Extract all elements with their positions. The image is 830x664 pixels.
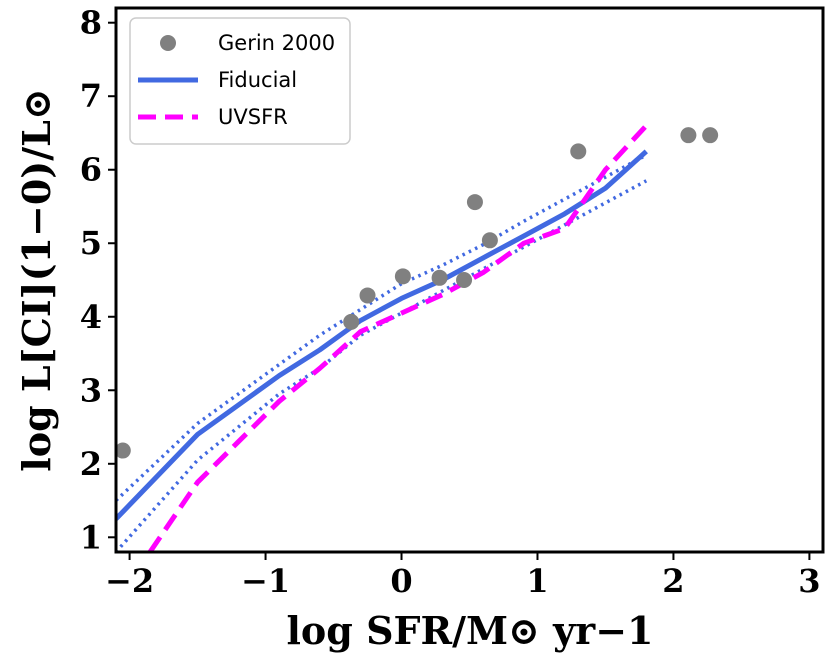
plot-frame (114, 6, 825, 554)
series-line-band-2 (116, 153, 648, 502)
scatter-point (680, 127, 697, 144)
scatter-point (466, 194, 483, 211)
scatter-point (359, 287, 376, 304)
scatter-point (394, 268, 411, 285)
x-tick-label: 0 (390, 562, 412, 600)
y-tick-label: 8 (80, 4, 102, 42)
y-tick-label: 2 (80, 445, 102, 483)
x-tick-label: 1 (526, 562, 548, 600)
scatter-point (431, 269, 448, 286)
plot-area (116, 123, 719, 552)
y-tick-label: 1 (80, 518, 102, 556)
y-tick-label: 5 (80, 224, 102, 262)
series-line-band-3 (116, 179, 648, 552)
y-tick-label: 6 (80, 151, 102, 189)
y-tick-label: 4 (80, 298, 102, 336)
legend-box (129, 17, 351, 145)
legend-label: Gerin 2000 (218, 31, 335, 55)
x-tick-label: −2 (105, 562, 154, 600)
axis-labels: log SFR/M⊙ yr−1 log L[CI](1−0)/L⊙ (14, 88, 653, 653)
x-tick-label: −1 (241, 562, 290, 600)
axis-ticks: −2 −1 0 1 2 3 1 2 3 4 5 6 7 8 (80, 4, 821, 600)
x-tick-label: 3 (798, 562, 820, 600)
legend-label: UVSFR (218, 105, 288, 129)
legend: Gerin 2000 Fiducial UVSFR (129, 17, 351, 145)
scatter-point (481, 232, 498, 249)
x-tick-label: 2 (662, 562, 684, 600)
x-axis-label: log SFR/M⊙ yr−1 (287, 608, 654, 653)
scatter-point (456, 272, 473, 288)
scatter-point (343, 313, 360, 330)
scatter-point (702, 127, 719, 144)
scatter-point (570, 143, 587, 160)
series-line-fiducial (116, 149, 648, 521)
y-tick-label: 3 (80, 371, 102, 409)
series-line-uvsfr (147, 123, 649, 552)
legend-marker (160, 35, 176, 51)
y-tick-label: 7 (80, 77, 102, 115)
scatter-point (116, 442, 131, 459)
y-axis-label: log L[CI](1−0)/L⊙ (14, 88, 59, 471)
legend-label: Fiducial (218, 68, 297, 92)
